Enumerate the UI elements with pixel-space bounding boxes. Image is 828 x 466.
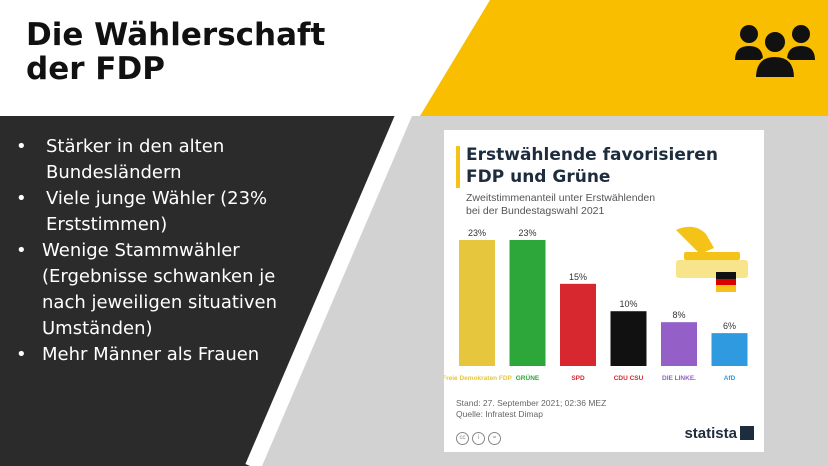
party-logo-text: AfD	[724, 375, 736, 382]
bullet-item: Mehr Männer als Frauen	[16, 342, 306, 368]
chart-title: Erstwählende favorisieren FDP und Grüne	[466, 144, 756, 188]
chart-footer: Stand: 27. September 2021; 02:36 MEZ Que…	[456, 398, 606, 420]
people-group-icon	[735, 25, 815, 78]
bar-gr-ne	[509, 240, 546, 366]
chart-title-line2: FDP und Grüne	[466, 167, 611, 187]
bar-cdu-csu	[610, 311, 647, 366]
bar-chart: 23% 23% 15% 10% 8% 6% Freie Demokraten FDP GRÜ…	[444, 226, 748, 382]
source-date: Stand: 27. September 2021; 02:36 MEZ	[456, 398, 607, 408]
chart-title-line1: Erstwählende favorisieren	[466, 145, 718, 165]
bar-die-linke	[661, 322, 697, 366]
creative-commons-icon: cc	[456, 432, 469, 445]
bar-value-label: 15%	[569, 272, 587, 282]
bar-spd	[560, 283, 596, 366]
source-name: Quelle: Infratest Dimap	[456, 409, 543, 419]
party-logo-text: Freie Demokraten FDP	[444, 375, 513, 382]
party-logo-text: DIE LINKE.	[662, 375, 696, 382]
statista-brand-text: statista	[684, 425, 737, 442]
bar-value-label: 6%	[723, 321, 736, 331]
no-derivatives-icon: =	[488, 432, 501, 445]
party-logo-text: GRÜNE	[516, 373, 540, 382]
slide-title: Die Wählerschaft der FDP	[26, 18, 325, 86]
slide-title-line2: der FDP	[26, 51, 165, 87]
party-logos: Freie Demokraten FDP GRÜNE SPD CDU CSU DIE L…	[444, 373, 736, 382]
ballot-box-icon	[676, 226, 748, 292]
chart-subtitle-line2: bei der Bundestagswahl 2021	[466, 205, 605, 217]
bar-value-label: 23%	[468, 228, 486, 238]
attribution-icon: i	[472, 432, 485, 445]
bar-value-label: 8%	[672, 310, 685, 320]
bar-value-label: 10%	[619, 299, 637, 309]
statista-logo: statista	[684, 425, 754, 442]
bullet-item: Viele junge Wähler (23%Erststimmen)	[16, 186, 306, 238]
bar-afd	[711, 333, 748, 366]
slide-title-line1: Die Wählerschaft	[26, 17, 326, 53]
party-logo-text: CDU CSU	[614, 375, 644, 382]
statista-mark-icon	[740, 426, 754, 440]
bullet-item: Wenige Stammwähler(Ergebnisse schwanken …	[16, 238, 306, 342]
party-logo-text: SPD	[571, 375, 585, 382]
bar-value-label: 23%	[518, 228, 536, 238]
chart-subtitle: Zweitstimmenanteil unter Erstwählenden b…	[466, 192, 726, 218]
bar-fdp	[459, 240, 495, 366]
chart-subtitle-line1: Zweitstimmenanteil unter Erstwählenden	[466, 192, 656, 204]
title-accent-bar	[456, 146, 460, 188]
statista-chart-card: Erstwählende favorisieren FDP und Grüne …	[444, 130, 764, 452]
license-icons: cc i =	[456, 426, 504, 445]
